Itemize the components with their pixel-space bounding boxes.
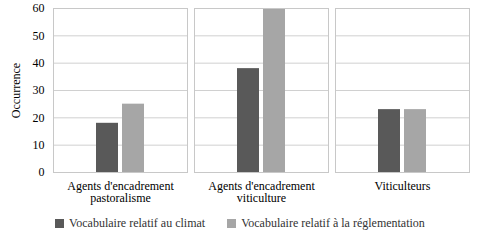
svg-text:Viticulteurs: Viticulteurs (375, 179, 431, 193)
svg-text:50: 50 (33, 29, 45, 43)
svg-text:Agents d'encadrementviticultur: Agents d'encadrementviticulture (208, 179, 315, 205)
svg-text:20: 20 (33, 111, 45, 125)
svg-text:0: 0 (39, 165, 45, 179)
svg-text:Occurrence: Occurrence (9, 63, 23, 118)
html-text:Vocabulaire relatif au climat: Vocabulaire relatif au climat (69, 216, 206, 230)
svg-text:60: 60 (33, 1, 45, 15)
svg-text:Agents d'encadrementpastoralis: Agents d'encadrementpastoralisme (67, 179, 174, 205)
html-text:Vocabulaire relatif à la régle: Vocabulaire relatif à la réglementation (241, 216, 425, 230)
svg-text:40: 40 (33, 56, 45, 70)
svg-text:10: 10 (33, 138, 45, 152)
svg-text:30: 30 (33, 83, 45, 97)
